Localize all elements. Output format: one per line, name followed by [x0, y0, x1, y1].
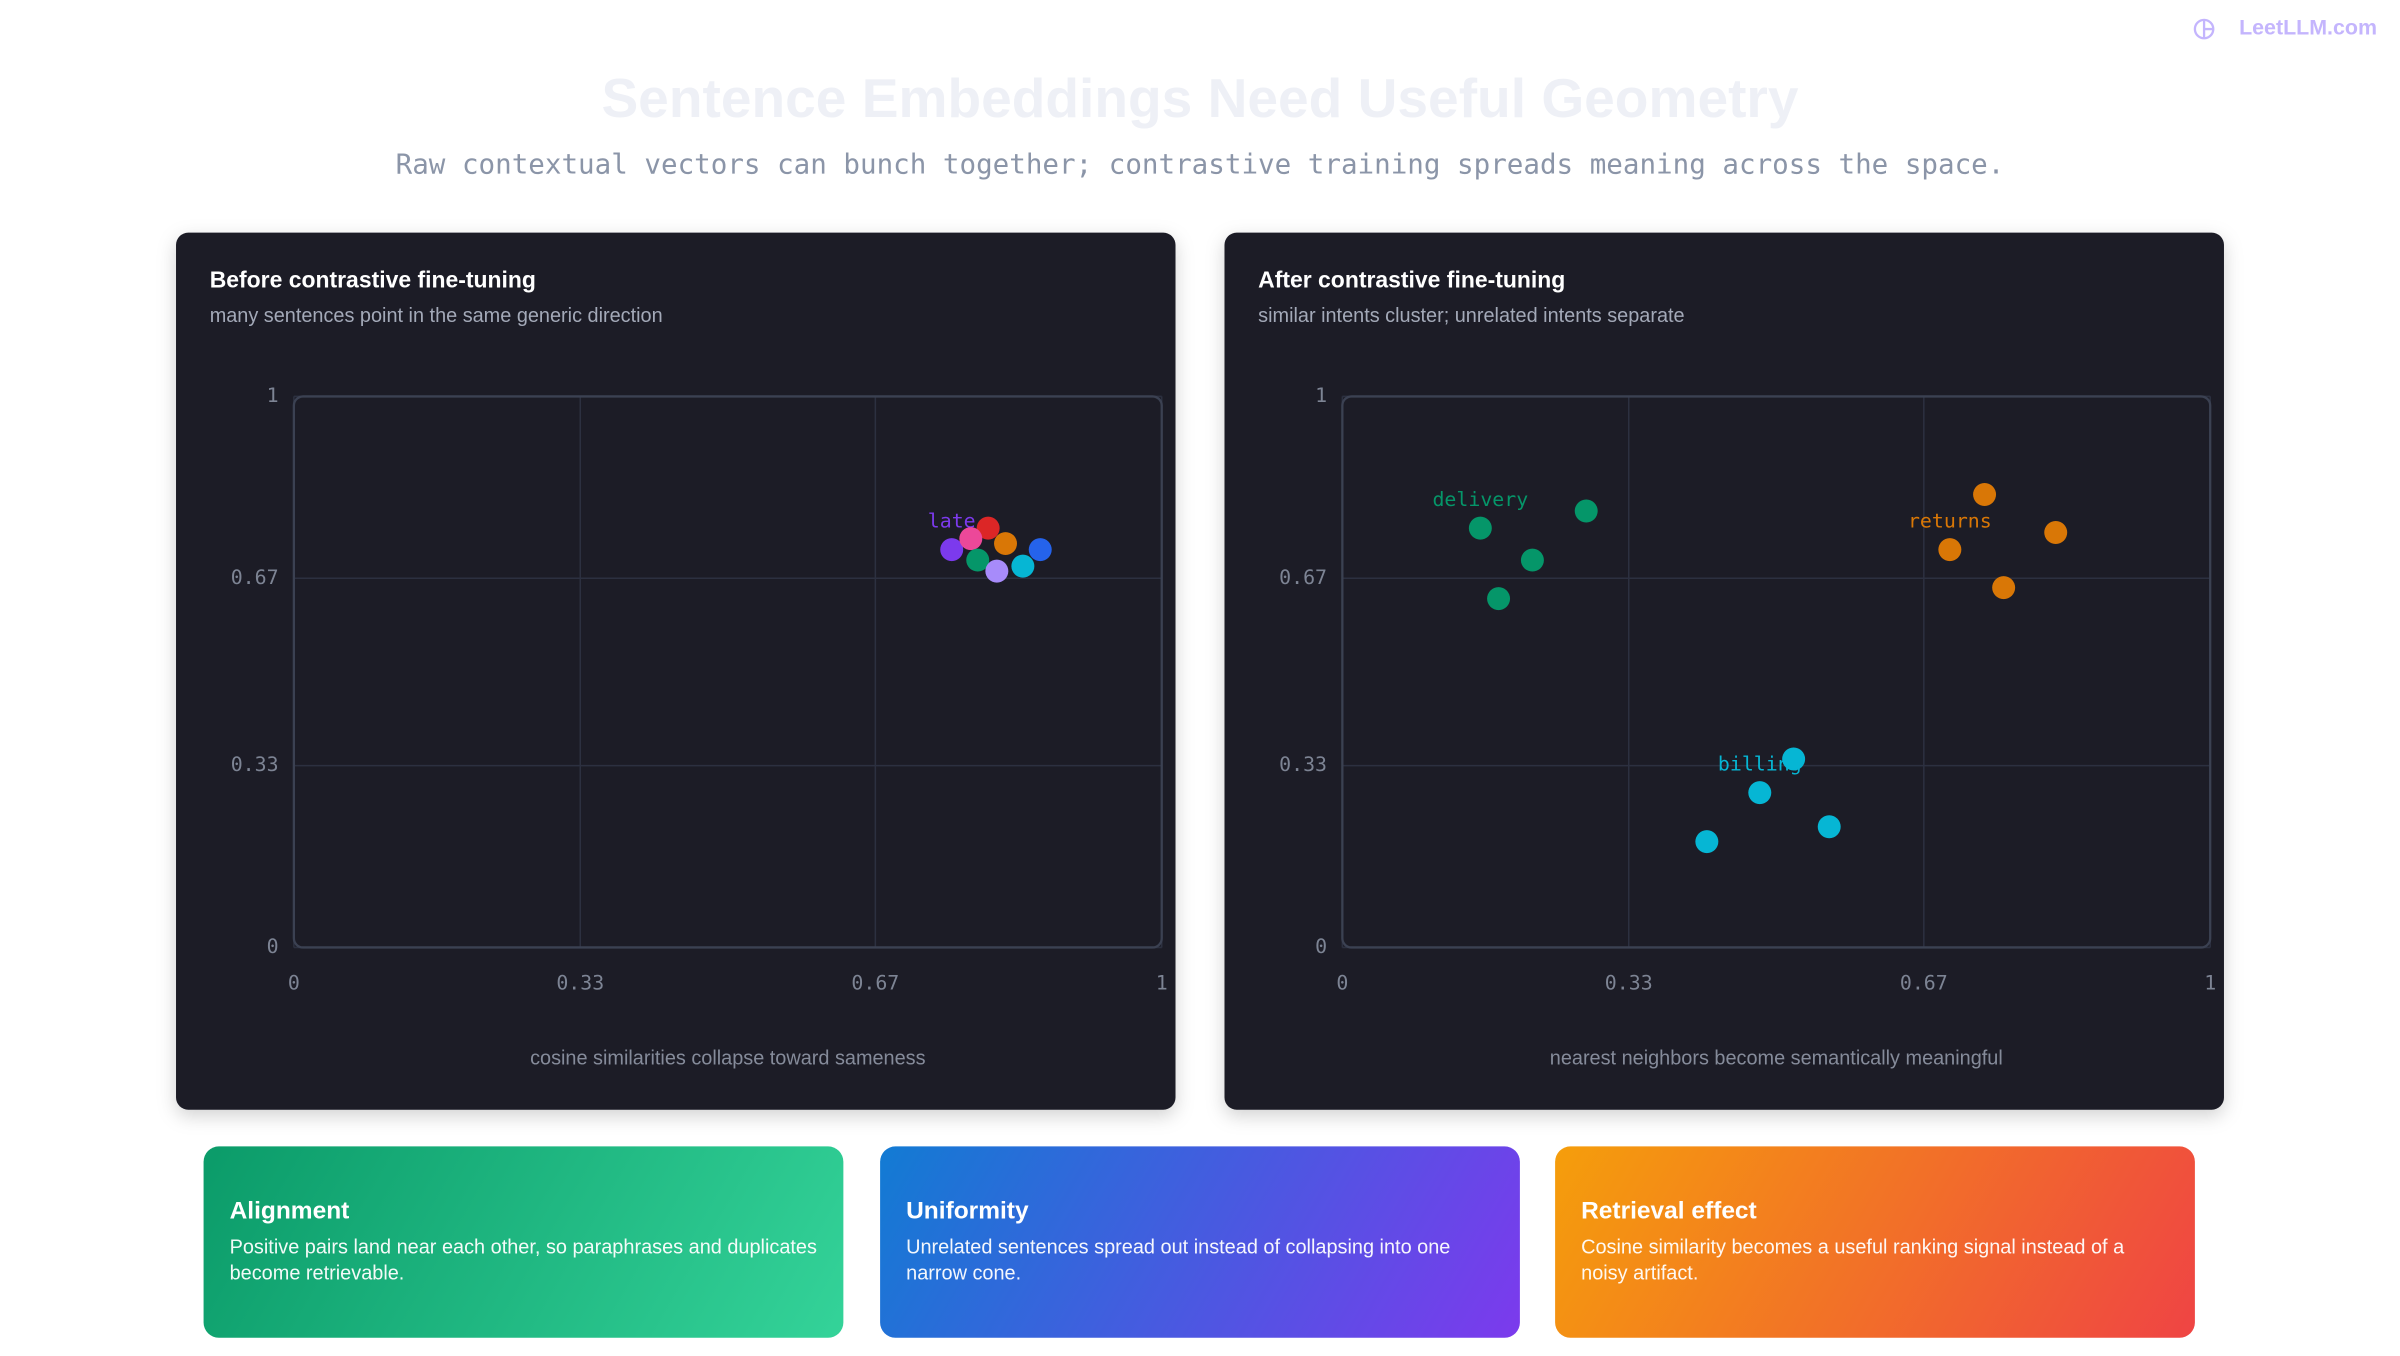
point	[1011, 554, 1035, 578]
page-title: Sentence Embeddings Need Useful Geometry	[601, 67, 1798, 129]
y-tick-label: 0.33	[231, 753, 279, 776]
point	[1748, 781, 1772, 805]
chart-subtitle: many sentences point in the same generic…	[210, 305, 663, 327]
x-tick-label: 0.33	[1605, 972, 1653, 995]
panel	[1224, 232, 2224, 1110]
chart-subtitle: similar intents cluster; unrelated inten…	[1258, 305, 1684, 327]
y-tick-label: 1	[267, 384, 279, 407]
point	[966, 548, 990, 572]
y-tick-label: 0.33	[1279, 753, 1327, 776]
card: Retrieval effect Cosine similarity becom…	[1555, 1146, 2195, 1338]
x-tick-label: 0	[1336, 972, 1348, 995]
chart-title: After contrastive fine-tuning	[1258, 267, 1565, 293]
plot-frame	[1341, 395, 2212, 949]
cluster-label: billing	[1718, 753, 1802, 776]
point	[1992, 576, 2016, 600]
point	[1695, 830, 1719, 854]
logo-icon	[2193, 18, 2215, 40]
card: Alignment Positive pairs land near each …	[203, 1146, 844, 1338]
x-tick-label: 0.33	[556, 972, 604, 995]
point	[1574, 499, 1598, 523]
point	[1817, 815, 1841, 839]
page-subtitle: Raw contextual vectors can bunch togethe…	[396, 148, 2005, 180]
point	[985, 559, 1009, 583]
panel	[176, 232, 1176, 1110]
point	[959, 527, 983, 551]
x-tick-label: 0	[288, 972, 300, 995]
card: Uniformity Unrelated sentences spread ou…	[880, 1146, 1520, 1338]
cluster-label: delivery	[1432, 488, 1528, 511]
card-text: Unrelated sentences spread out instead o…	[906, 1235, 1451, 1285]
y-tick-label: 1	[1315, 384, 1327, 407]
x-tick-label: 0.67	[1900, 972, 1948, 995]
plot-frame	[292, 395, 1163, 949]
point	[2044, 521, 2068, 545]
card-title: Alignment	[229, 1198, 350, 1225]
point	[940, 538, 964, 562]
logo: LeetLLM.com	[2239, 16, 2377, 40]
point	[1520, 548, 1544, 572]
point	[1487, 587, 1511, 611]
point	[1973, 483, 1997, 506]
chart-title: Before contrastive fine-tuning	[210, 267, 536, 293]
point	[1468, 516, 1492, 540]
x-tick-label: 1	[2204, 972, 2216, 995]
y-tick-label: 0	[1315, 935, 1327, 958]
cluster-label: returns	[1908, 510, 1992, 533]
card-title: Retrieval effect	[1581, 1198, 1757, 1225]
point	[994, 532, 1017, 556]
x-axis-label: cosine similarities collapse toward same…	[530, 1047, 926, 1069]
x-tick-label: 0.67	[851, 972, 899, 995]
card-text: Cosine similarity becomes a useful ranki…	[1581, 1235, 2125, 1285]
card-text: Positive pairs land near each other, so …	[229, 1235, 817, 1285]
point	[1938, 538, 1962, 562]
point	[976, 516, 1000, 540]
y-tick-label: 0.67	[231, 566, 279, 589]
card-title: Uniformity	[906, 1198, 1029, 1225]
y-tick-label: 0	[267, 935, 279, 958]
point	[1782, 747, 1806, 771]
x-tick-label: 1	[1156, 972, 1168, 995]
x-axis-label: nearest neighbors become semantically me…	[1550, 1047, 2003, 1069]
point	[1028, 538, 1052, 562]
cluster-label: late	[928, 510, 976, 533]
y-tick-label: 0.67	[1279, 566, 1327, 589]
